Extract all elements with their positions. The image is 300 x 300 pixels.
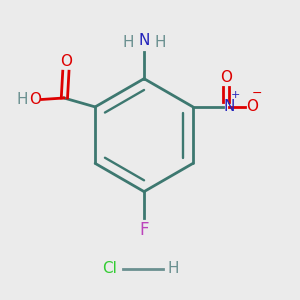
Text: Cl: Cl	[102, 261, 117, 276]
Text: H: H	[17, 92, 28, 107]
Text: N: N	[138, 33, 150, 48]
Text: O: O	[246, 98, 258, 113]
Text: O: O	[29, 92, 41, 107]
Text: F: F	[139, 221, 149, 239]
Text: +: +	[231, 90, 240, 100]
Text: O: O	[60, 54, 72, 69]
Text: O: O	[220, 70, 232, 85]
Text: H: H	[168, 261, 179, 276]
Text: H: H	[122, 35, 134, 50]
Text: −: −	[252, 87, 262, 101]
Text: H: H	[154, 35, 166, 50]
Text: N: N	[223, 98, 235, 113]
